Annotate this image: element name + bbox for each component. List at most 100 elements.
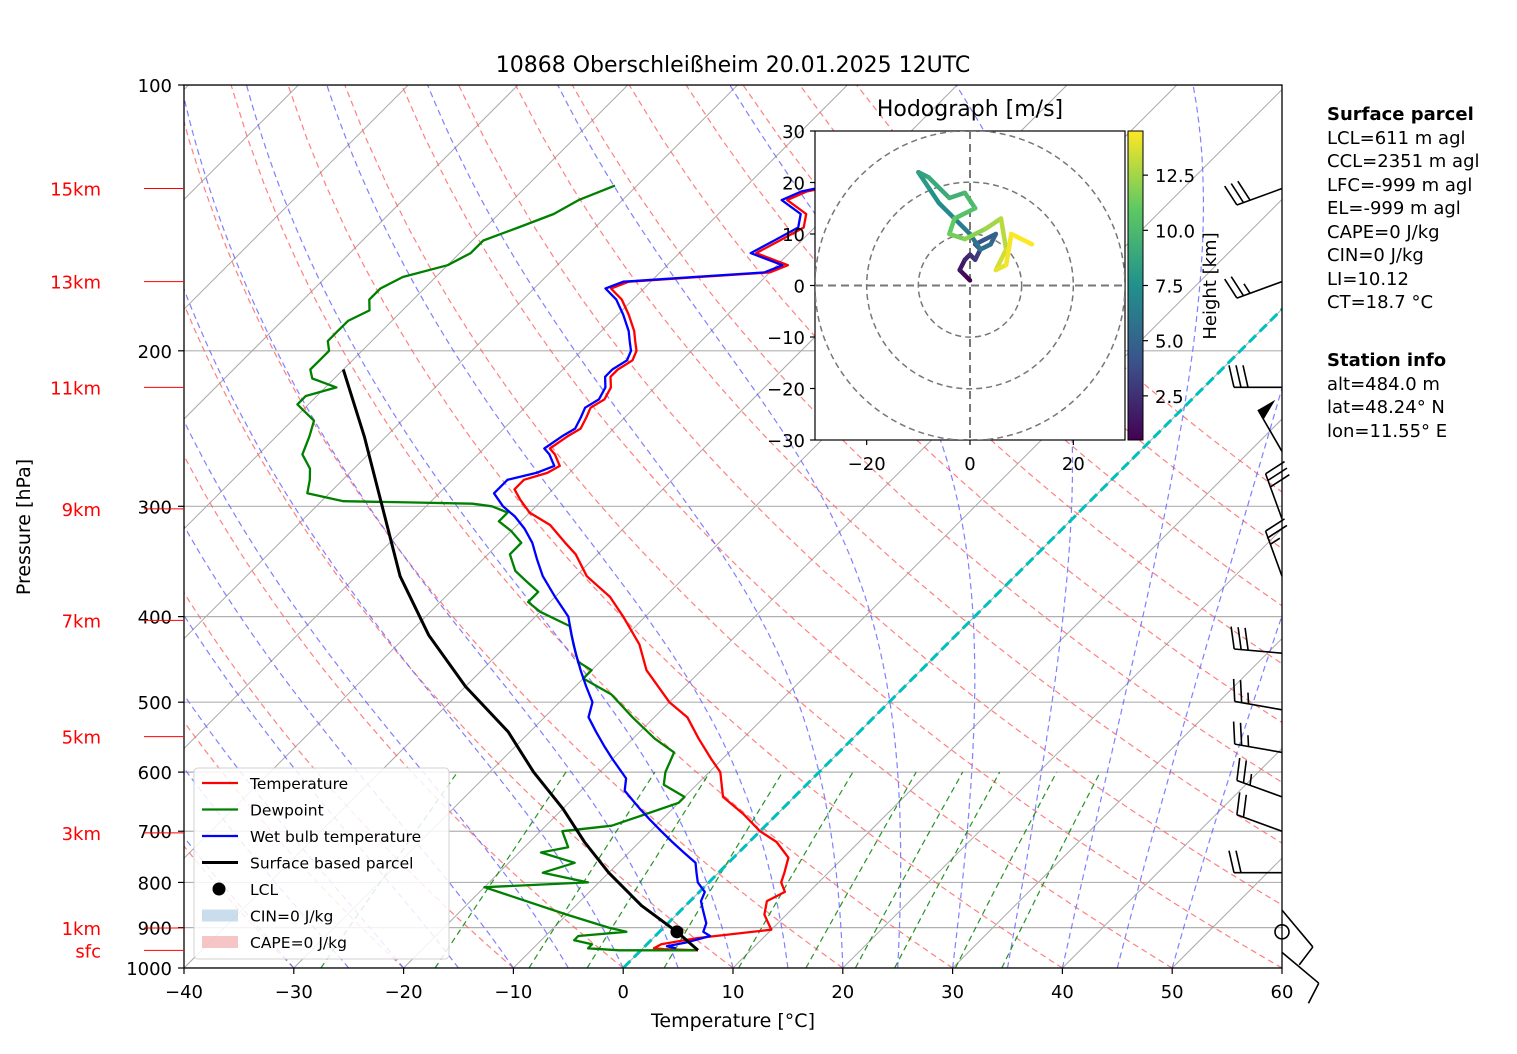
- dry-adiabat: [458, 85, 1282, 906]
- barb-full: [1223, 278, 1238, 299]
- moist-adiabat: [1171, 613, 1282, 968]
- dry-adiabat: [184, 119, 844, 968]
- height-label: 3km: [62, 824, 101, 845]
- wetbulb-line: [492, 184, 830, 950]
- surface-parcel-line: CCL=2351 m agl: [1327, 151, 1480, 172]
- y-tick-label: 900: [138, 919, 172, 940]
- legend: Temperature Dewpoint Wet bulb temperature S…: [193, 767, 450, 960]
- x-tick-label: 0: [617, 982, 628, 1003]
- height-label: 7km: [62, 611, 101, 632]
- mixing-ratio-line: [663, 771, 784, 968]
- hodograph-trace: [926, 175, 952, 201]
- station-info-line: lat=48.24° N: [1327, 397, 1445, 418]
- x-tick-label: 10: [722, 982, 745, 1003]
- zero-isotherm: [622, 307, 1282, 968]
- surface-parcel-line: CT=18.7 °C: [1327, 292, 1434, 313]
- x-tick-label: 60: [1271, 982, 1294, 1003]
- barb-full: [1237, 627, 1242, 650]
- hodograph-x-tick-label: −20: [848, 454, 886, 475]
- wind-barb: [1228, 365, 1282, 389]
- height-label: 1km: [62, 919, 101, 940]
- barb-staff: [1281, 951, 1320, 984]
- barb-staff: [1236, 187, 1283, 206]
- hodograph-y-tick-label: −20: [767, 380, 805, 401]
- colorbar-tick-label: 7.5: [1155, 277, 1184, 298]
- hodograph-y-tick-label: 20: [782, 174, 805, 195]
- mixing-ratio-line: [894, 771, 1001, 968]
- moist-adiabat: [427, 85, 844, 968]
- barb-full: [1242, 365, 1249, 388]
- mixing-ratio-line: [434, 771, 567, 968]
- chart-title: 10868 Oberschleißheim 20.01.2025 12UTC: [496, 53, 971, 78]
- height-label: 9km: [62, 500, 101, 521]
- height-label: 13km: [50, 273, 101, 294]
- wind-barb: [1223, 276, 1283, 299]
- temperature-line: [513, 184, 835, 952]
- moist-adiabat: [1116, 385, 1282, 968]
- barb-staff: [1236, 779, 1283, 798]
- dry-adiabat: [230, 85, 953, 968]
- barb-full: [1230, 183, 1245, 204]
- dry-adiabat: [514, 85, 1282, 844]
- hodograph-trace: [983, 216, 1004, 232]
- barb-pennant: [1258, 399, 1276, 420]
- surface-parcel-line: CIN=0 J/kg: [1327, 245, 1424, 266]
- station-info-line: lon=11.55° E: [1327, 420, 1448, 442]
- wind-barb: [1232, 721, 1283, 754]
- moist-adiabat: [1061, 85, 1205, 968]
- isotherm-line: [732, 418, 1282, 968]
- hodograph-y-tick-label: 0: [794, 277, 805, 298]
- legend-swatch-dot: [212, 882, 226, 896]
- barb-full: [1239, 680, 1243, 703]
- colorbar-tick-label: 2.5: [1155, 387, 1184, 408]
- legend-swatch-fill: [202, 909, 238, 922]
- y-tick-label: 1000: [126, 959, 172, 980]
- dry-adiabat: [184, 303, 734, 968]
- hodograph-trace: [1009, 231, 1035, 247]
- hodograph-inset: Hodograph [m/s] −30 −20 −10 0 10 20 30 −20 0 20 2.5…: [767, 97, 1221, 475]
- isotherm-line: [184, 85, 409, 310]
- legend-label: Wet bulb temperature: [250, 828, 421, 846]
- height-label: sfc: [75, 941, 101, 962]
- hodograph-ring: [865, 181, 1075, 390]
- legend-label: Surface based parcel: [250, 855, 413, 873]
- hodograph-y-tick-label: −30: [767, 431, 805, 452]
- height-label: 15km: [50, 180, 101, 201]
- hodograph-trace: [962, 190, 978, 211]
- barb-full: [1239, 722, 1243, 746]
- barb-full: [1265, 518, 1285, 532]
- barb-full: [1228, 850, 1235, 873]
- wind-barb: [1264, 460, 1290, 520]
- barb-full: [1269, 474, 1290, 488]
- legend-label: CAPE=0 J/kg: [250, 934, 347, 952]
- barb-full: [1230, 276, 1245, 297]
- isotherm-line: [184, 85, 519, 420]
- barb-staff: [1234, 648, 1283, 654]
- legend-swatch-fill: [202, 936, 238, 948]
- barb-full: [1236, 757, 1241, 781]
- barb-half: [1249, 773, 1253, 786]
- station-info: Station info alt=484.0 m lat=48.24° N lo…: [1327, 349, 1447, 443]
- barb-full: [1298, 946, 1314, 966]
- surface-parcel-line: LFC=-999 m agl: [1327, 174, 1473, 196]
- surface-parcel-info: Surface parcel LCL=611 m agl CCL=2351 m …: [1327, 103, 1480, 315]
- legend-label: Temperature: [249, 775, 348, 793]
- barb-half: [1247, 692, 1250, 704]
- moist-adiabat: [184, 419, 569, 968]
- dry-adiabat: [344, 85, 1173, 968]
- mixing-ratio-line: [954, 771, 1058, 968]
- mixing-ratio-line: [854, 771, 964, 968]
- hodograph-y-tick-label: −10: [767, 328, 805, 349]
- surface-parcel-title: Surface parcel: [1327, 104, 1474, 125]
- wind-barb: [1257, 399, 1283, 452]
- hodograph-x-tick-label: 20: [1062, 454, 1085, 475]
- y-axis-label: Pressure [hPa]: [13, 459, 35, 595]
- hodograph-trace: [952, 206, 978, 221]
- barb-full: [1267, 524, 1288, 539]
- wind-barb: [1281, 951, 1320, 1004]
- barb-full: [1232, 678, 1236, 702]
- barb-half: [1247, 735, 1250, 747]
- isotherm-line: [184, 85, 629, 530]
- colorbar-tick-label: 10.0: [1155, 221, 1195, 242]
